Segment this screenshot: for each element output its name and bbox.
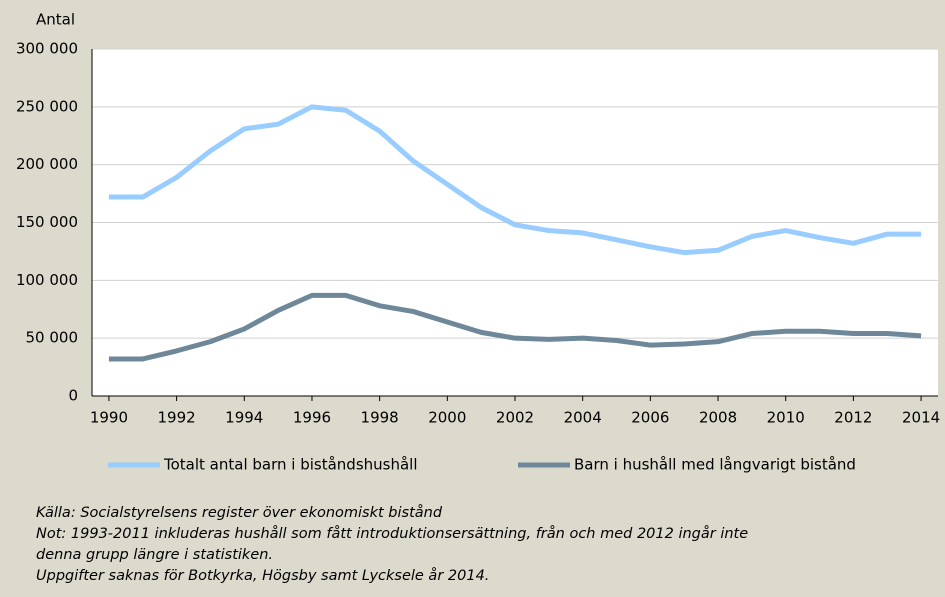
y-tick-label: 250 000 [16,97,78,115]
y-tick-label: 50 000 [26,329,79,347]
x-tick-label: 1996 [293,409,331,427]
legend-label: Barn i hushåll med långvarigt bistånd [574,456,856,474]
note: Uppgifter saknas för Botkyrka, Högsby sa… [36,567,489,584]
x-tick-label: 1990 [90,409,128,427]
series-line [108,104,922,256]
x-tick-label: 1998 [361,409,399,427]
y-tick-label: 0 [68,387,78,405]
x-tick-label: 2008 [699,409,737,427]
legend-label: Totalt antal barn i biståndshushåll [163,456,418,474]
x-tick-label: 1994 [225,409,263,427]
x-tick-label: 2004 [564,409,602,427]
y-tick-label: 300 000 [16,40,78,58]
y-axis-title: Antal [36,11,75,29]
x-tick-label: 2006 [631,409,669,427]
x-tick-label: 2014 [902,409,940,427]
note: Not: 1993-2011 inkluderas hushåll som få… [36,525,748,542]
y-tick-label: 150 000 [16,213,78,231]
note: Källa: Socialstyrelsens register över ek… [36,504,443,521]
x-tick-label: 2000 [428,409,466,427]
note: denna grupp längre i statistiken. [36,547,273,563]
x-tick-label: 1992 [158,409,196,427]
y-tick-label: 100 000 [16,271,78,289]
series-line [108,292,922,362]
x-tick-label: 2002 [496,409,534,427]
x-tick-label: 2012 [834,409,872,427]
x-tick-label: 2010 [767,409,805,427]
y-tick-label: 200 000 [16,155,78,173]
